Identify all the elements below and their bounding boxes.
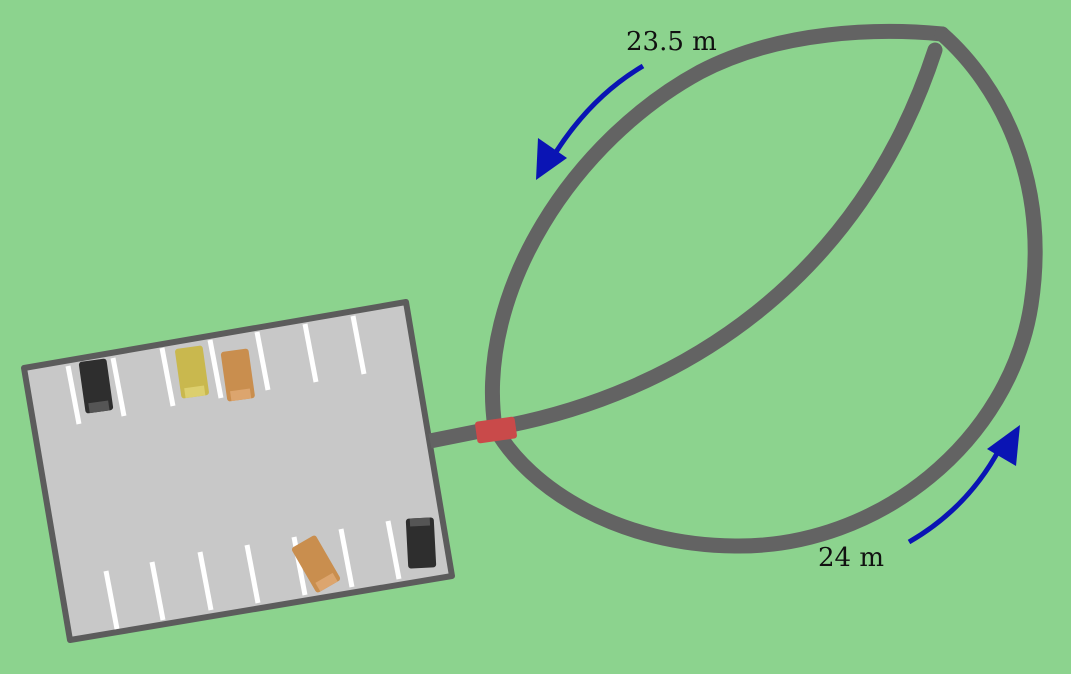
stall-line xyxy=(302,323,319,383)
stall-line xyxy=(385,520,402,580)
car-icon xyxy=(405,517,437,569)
stall-line xyxy=(338,528,355,588)
curved-arrow-icon xyxy=(907,425,1020,545)
stall-line xyxy=(159,347,176,407)
stall-line xyxy=(65,365,82,425)
parking-lot xyxy=(21,299,455,643)
car-icon xyxy=(78,358,114,414)
stall-line xyxy=(350,315,367,375)
lower-track xyxy=(487,26,1043,554)
stall-line xyxy=(244,544,261,604)
lower-distance-label: 24 m xyxy=(818,543,884,573)
stall-line xyxy=(110,357,127,417)
car-icon xyxy=(175,345,209,399)
car-icon xyxy=(475,416,517,444)
stall-lines-bottom xyxy=(103,520,402,630)
stall-lines-top xyxy=(65,315,367,425)
car-icon xyxy=(220,348,255,402)
stall-line xyxy=(103,570,120,630)
road-network xyxy=(428,24,1043,554)
upper-track xyxy=(484,24,950,436)
stall-line xyxy=(149,561,166,621)
inner-track xyxy=(487,42,943,436)
upper-distance-label: 23.5 m xyxy=(626,27,717,57)
curved-arrow-icon xyxy=(536,63,645,180)
stall-line xyxy=(254,331,271,391)
stall-line xyxy=(207,339,224,399)
car-icon xyxy=(291,535,341,593)
stall-line xyxy=(197,551,214,611)
